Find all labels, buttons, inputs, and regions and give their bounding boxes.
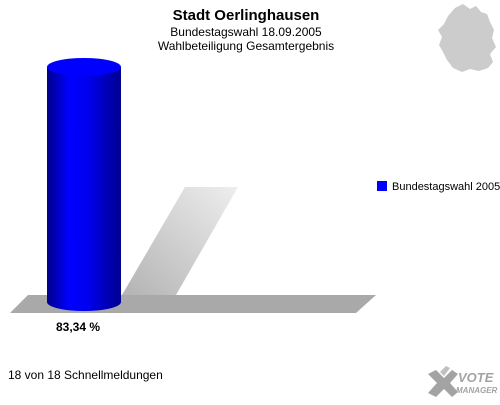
bar-value-label: 83,34 % [56,320,100,334]
vote-manager-x-icon [428,366,458,397]
bar-1: 83,34 % [47,57,121,334]
logo-vote: VOTE [458,370,494,385]
bar-top [47,57,121,76]
bar-body [47,66,121,311]
chart-wall-shadow [122,187,238,295]
legend-swatch [377,181,387,191]
chart-subtitle-date: Bundestagswahl 18.09.2005 [170,25,322,39]
vote-manager-logo: VOTE MANAGER [428,366,498,397]
germany-map-icon [438,4,496,72]
legend: Bundestagswahl 2005 [377,181,500,193]
legend-label: Bundestagswahl 2005 [392,181,500,193]
chart-title: Stadt Oerlinghausen [173,7,320,24]
bars-layer: 83,34 % [47,57,121,334]
logo-manager: MANAGER [456,386,498,395]
chart-subtitle-topic: Wahlbeteiligung Gesamtergebnis [158,39,334,53]
footer-status: 18 von 18 Schnellmeldungen [8,368,163,382]
